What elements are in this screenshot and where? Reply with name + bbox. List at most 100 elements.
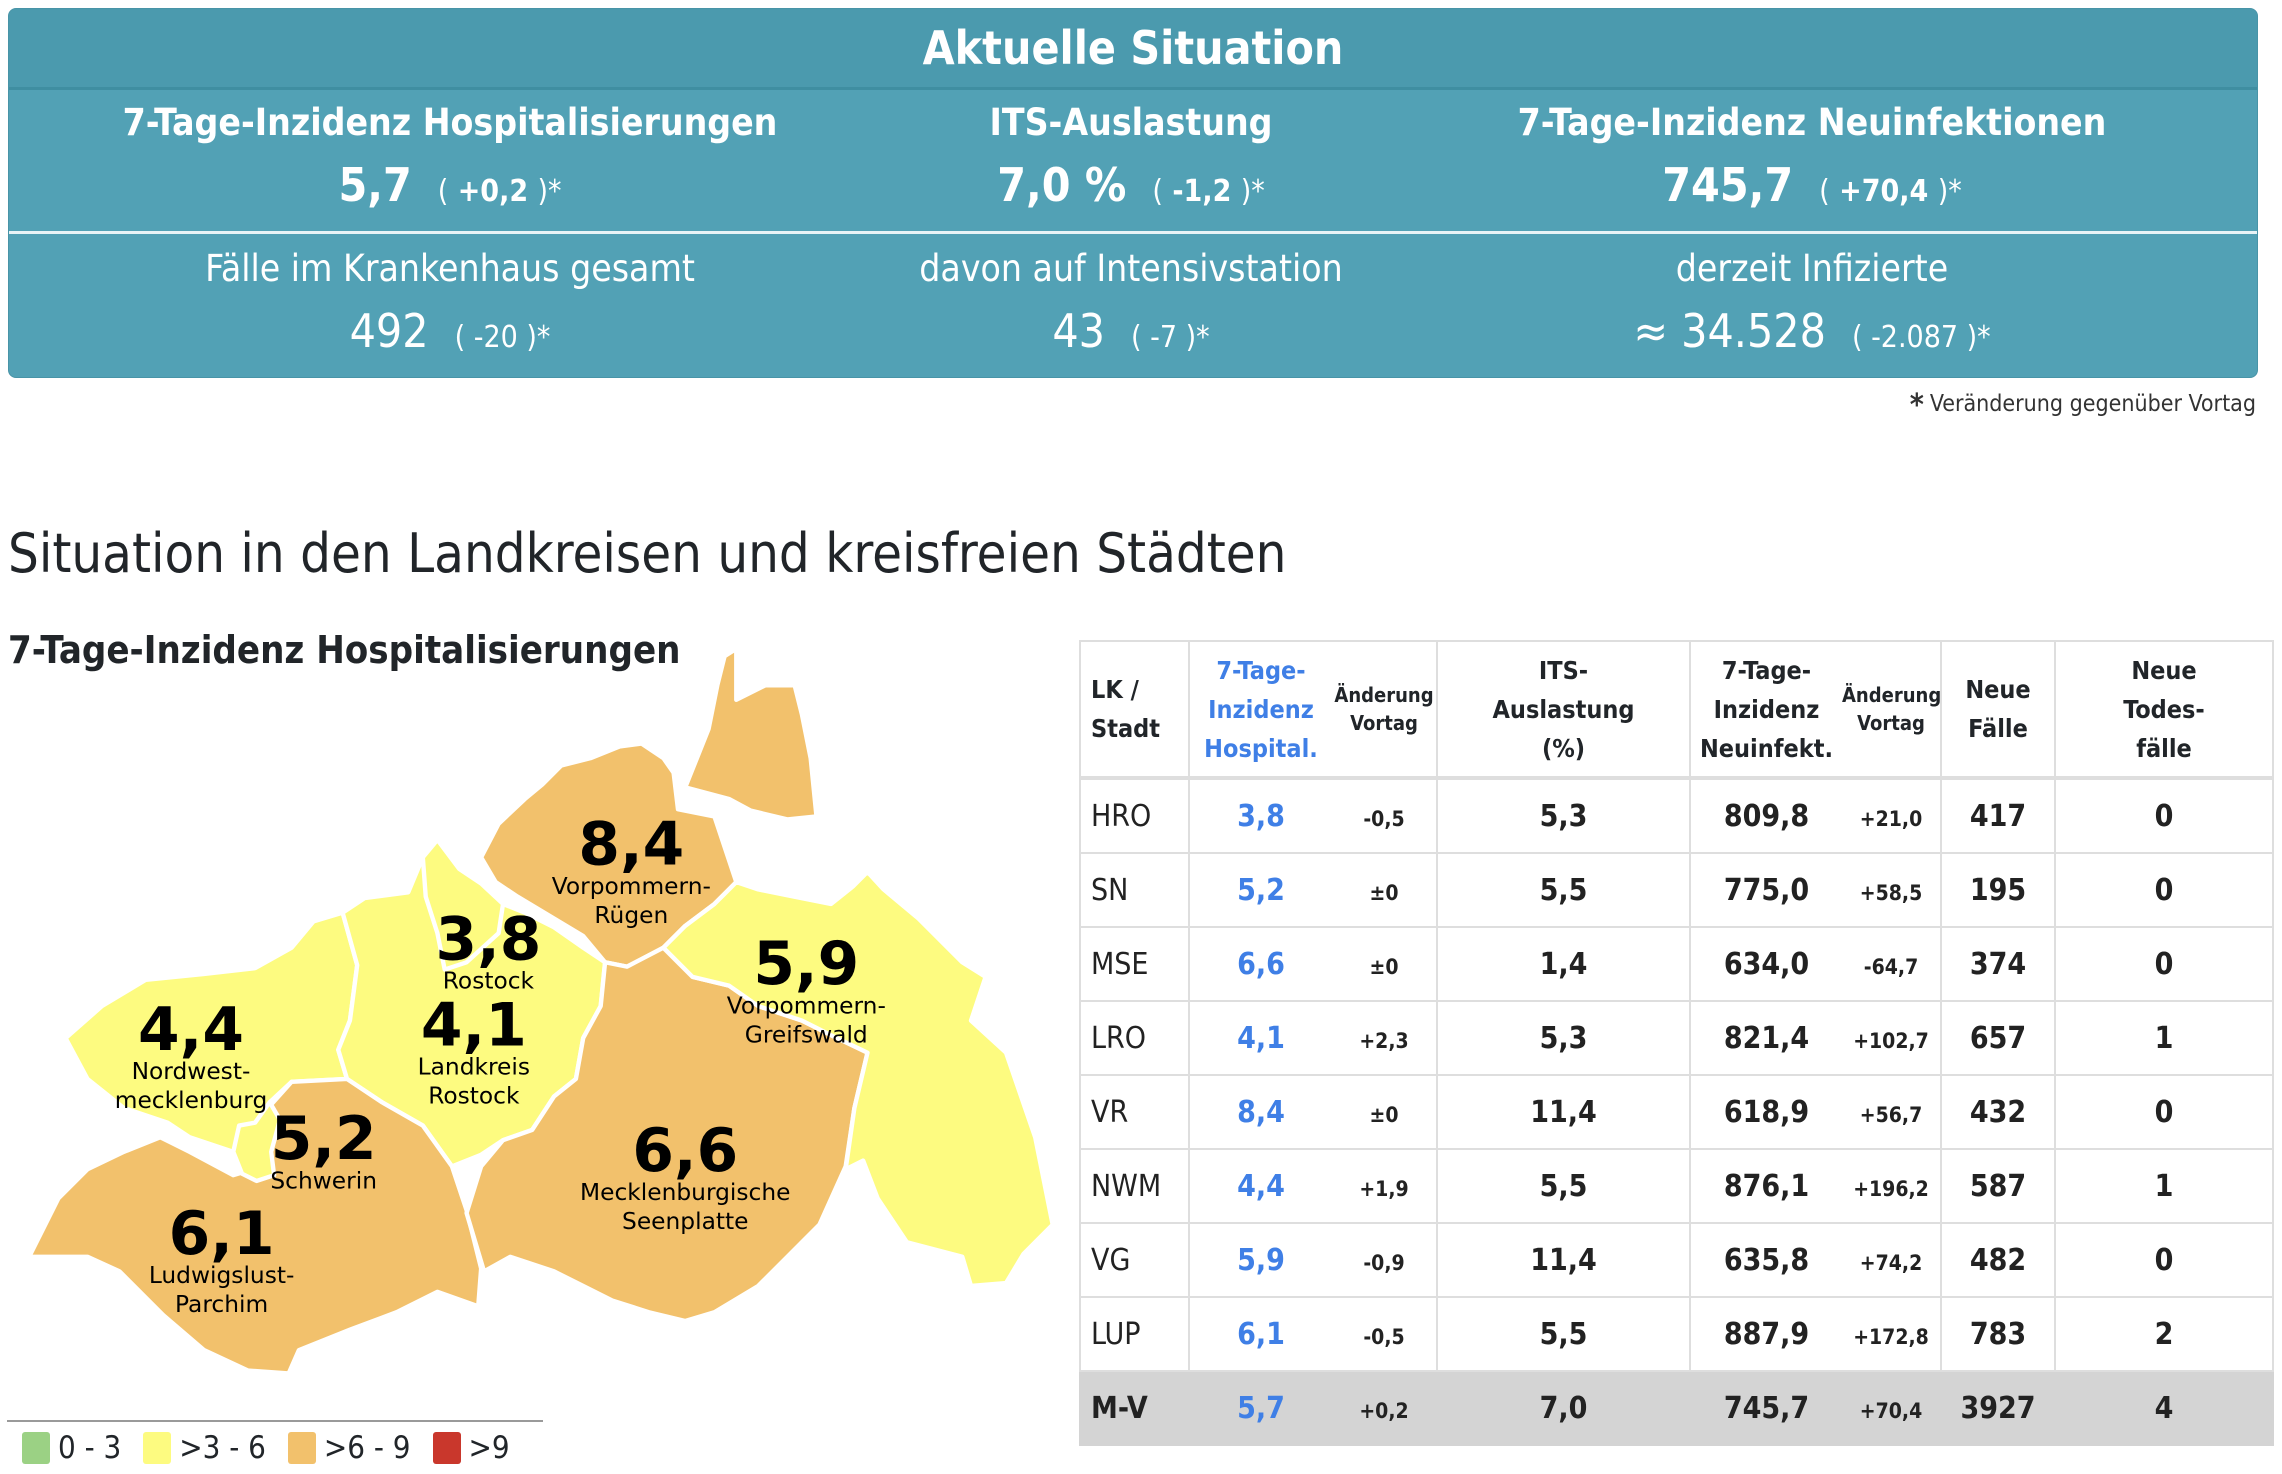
legend-swatch [143,1432,172,1464]
kpi-change: ( +70,4 )* [1819,174,1962,209]
kpi-label: derzeit Infizierte [1675,247,1949,290]
cell-new-deaths: 1 [2054,1148,2274,1224]
cell-new-cases: 3927 [1940,1370,2056,1446]
cell-hosp-incidence: 8,4 [1188,1074,1332,1150]
cell-new-cases: 657 [1940,1000,2056,1076]
legend-item: >6 - 9 [287,1430,411,1466]
cell-inf-incidence: 618,9 [1689,1074,1842,1150]
cell-inf-change: +56,7 [1842,1074,1942,1150]
header-text: 7-Tage- [1721,655,1812,685]
header-text: ITS- [1538,655,1589,685]
cell-inf-incidence: 775,0 [1689,852,1842,928]
kpi-value: 492 [349,304,429,358]
legend-swatch [287,1432,316,1464]
cell-inf-incidence: 809,8 [1689,777,1842,854]
header-text: Änderung [1842,683,1942,707]
header-new-deaths[interactable]: Neue Todes-fälle [2054,640,2274,779]
header-text: Vortag [1350,711,1418,735]
cell-new-deaths: 0 [2054,1222,2274,1298]
kpi-label: 7-Tage-Inzidenz Neuinfektionen [1517,101,2107,144]
cell-new-deaths: 1 [2054,1000,2274,1076]
legend-swatch [22,1432,50,1464]
cell-inf-change: +21,0 [1842,777,1942,854]
header-inf-change[interactable]: Änderung Vortag [1842,640,1942,779]
kpi-hosp-incidence: 7-Tage-Inzidenz Hospitalisierungen 5,7 ( … [110,101,790,212]
table-row: VG 5,9 -0,9 11,4 635,8 +74,2 482 0 [1079,1222,2274,1298]
cell-hosp-change: ±0 [1332,1074,1438,1150]
cell-inf-change: +74,2 [1842,1222,1942,1298]
cell-inf-change: +102,7 [1842,1000,1942,1076]
cell-lk: NWM [1079,1148,1190,1224]
cell-new-cases: 587 [1940,1148,2056,1224]
header-text: Neue [1965,675,2031,704]
legend-item: 0 - 3 [22,1430,121,1466]
cell-hosp-incidence: 4,4 [1188,1148,1332,1224]
cell-its: 11,4 [1436,1074,1691,1150]
cell-new-cases: 783 [1940,1296,2056,1372]
asterisk-icon: * [1909,388,1924,423]
header-text: Auslastung [1492,694,1635,724]
cell-hosp-incidence: 6,1 [1188,1296,1332,1372]
cell-inf-incidence: 887,9 [1689,1296,1842,1372]
header-inf-incidence[interactable]: 7-Tage- Inzidenz Neuinfekt. [1689,640,1842,779]
cell-hosp-change: -0,9 [1332,1222,1438,1298]
cell-lk: HRO [1079,777,1190,854]
region-ruegen-island[interactable] [683,646,819,822]
kpi-value-row: 5,7 ( +0,2 )* [110,158,790,212]
header-text: LK / [1091,675,1139,704]
kpi-value-row: 492 ( -20 )* [110,304,790,358]
cell-new-deaths: 0 [2054,777,2274,854]
cell-its: 5,5 [1436,1148,1691,1224]
cell-its: 5,3 [1436,1000,1691,1076]
cell-inf-change: +172,8 [1842,1296,1942,1372]
table-total-row: M-V 5,7 +0,2 7,0 745,7 +70,4 3927 4 [1079,1370,2274,1446]
kpi-change: ( -7 )* [1131,320,1210,355]
region-schwerin[interactable] [231,1100,283,1184]
header-text: Inzidenz [1713,694,1820,724]
footnote: * Veränderung gegenüber Vortag [1910,388,2256,423]
cell-hosp-incidence: 4,1 [1188,1000,1332,1076]
table-row: LUP 6,1 -0,5 5,5 887,9 +172,8 783 2 [1079,1296,2274,1372]
cell-new-deaths: 0 [2054,926,2274,1002]
district-table: LK / Stadt 7-Tage- Inzidenz Hospital. Änder… [1079,640,2274,1446]
kpi-value-row: ≈ 34.528 ( -2.087 )* [1472,304,2152,358]
kpi-label: Fälle im Krankenhaus gesamt [205,247,695,290]
map-legend: 0 - 3 >3 - 6 >6 - 9 >9 [22,1430,532,1466]
region-vorpommern-greifswald[interactable] [661,869,1055,1289]
kpi-infection-incidence: 7-Tage-Inzidenz Neuinfektionen 745,7 ( +7… [1472,101,2152,212]
cell-lk: LUP [1079,1296,1190,1372]
cell-new-cases: 432 [1940,1074,2056,1150]
legend-label: >3 - 6 [179,1430,266,1466]
table-row: HRO 3,8 -0,5 5,3 809,8 +21,0 417 0 [1079,777,2274,854]
kpi-value-row: 745,7 ( +70,4 )* [1472,158,2152,212]
header-lk[interactable]: LK / Stadt [1079,640,1190,779]
legend-label: 0 - 3 [58,1430,122,1466]
cell-inf-change: +196,2 [1842,1148,1942,1224]
cell-hosp-change: -0,5 [1332,777,1438,854]
cell-lk: VR [1079,1074,1190,1150]
cell-lk: SN [1079,852,1190,928]
cell-hosp-change: +0,2 [1332,1370,1438,1446]
header-new-cases[interactable]: Neue Fälle [1940,640,2056,779]
header-text: Neuinfekt. [1699,733,1834,763]
legend-swatch [432,1432,461,1464]
region-rostock-city[interactable] [420,837,506,972]
cell-new-deaths: 4 [2054,1370,2274,1446]
header-text: Inzidenz [1208,694,1314,724]
kpi-change: ( -20 )* [454,320,551,355]
header-hosp-change[interactable]: Änderung Vortag [1332,640,1438,779]
region-vorpommern-ruegen[interactable] [478,741,739,969]
cell-new-deaths: 0 [2054,1074,2274,1150]
kpi-value: 5,7 [338,158,412,212]
header-its[interactable]: ITS- Auslastung (%) [1436,640,1691,779]
map-title: 7-Tage-Inzidenz Hospitalisierungen [8,628,681,672]
header-text: Fälle [1968,714,2028,743]
cell-new-deaths: 2 [2054,1296,2274,1372]
cell-hosp-incidence: 3,8 [1188,777,1332,854]
cell-lk: LRO [1079,1000,1190,1076]
region-ludwigslust-parchim[interactable] [26,1076,484,1376]
kpi-label: 7-Tage-Inzidenz Hospitalisierungen [122,101,778,144]
table-row: MSE 6,6 ±0 1,4 634,0 -64,7 374 0 [1079,926,2274,1002]
kpi-value-row: 43 ( -7 )* [791,304,1471,358]
header-hosp-incidence[interactable]: 7-Tage- Inzidenz Hospital. [1188,640,1332,779]
